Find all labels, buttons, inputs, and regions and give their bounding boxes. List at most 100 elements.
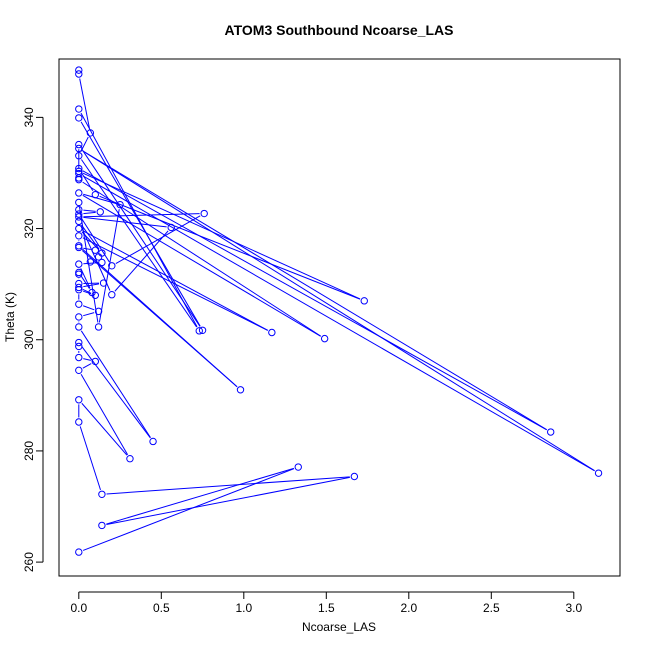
- data-point: [75, 70, 83, 78]
- series-line-segment: [81, 345, 151, 439]
- data-point: [94, 307, 103, 316]
- data-point: [75, 366, 83, 375]
- series-line-segment: [83, 247, 91, 250]
- data-point: [91, 291, 100, 299]
- data-point: [198, 326, 207, 334]
- series-line-segment: [82, 363, 92, 369]
- x-axis-label: Ncoarse_LAS: [302, 620, 376, 634]
- data-point: [75, 243, 83, 252]
- data-point: [350, 472, 359, 481]
- data-point: [126, 455, 134, 463]
- data-point: [75, 164, 83, 173]
- series-line-segment: [80, 374, 129, 455]
- data-point: [96, 208, 104, 216]
- data-point: [75, 300, 83, 308]
- data-point: [75, 418, 83, 426]
- data-point: [594, 469, 603, 477]
- data-point: [75, 342, 83, 351]
- series-line-segment: [83, 209, 96, 212]
- series-line-segment: [80, 159, 198, 328]
- y-tick-label: 320: [22, 218, 36, 238]
- data-point: [75, 217, 83, 226]
- series-line-segment: [81, 402, 128, 456]
- y-axis-label: Theta (K): [3, 292, 17, 342]
- series-line-segment: [98, 209, 120, 323]
- series-line-segment: [79, 426, 101, 491]
- data-point: [75, 313, 83, 321]
- series-line-segment: [80, 276, 90, 289]
- data-point: [99, 279, 108, 287]
- data-point: [91, 357, 100, 366]
- series-line-segment: [82, 468, 295, 551]
- data-point: [75, 152, 83, 160]
- series-line-segment: [82, 237, 268, 331]
- x-tick-label: 1.0: [235, 601, 252, 615]
- data-point: [98, 490, 106, 498]
- series-line-segment: [83, 213, 200, 218]
- data-point: [75, 140, 83, 149]
- data-point: [75, 270, 83, 278]
- data-point: [75, 66, 83, 74]
- series-layer: [75, 66, 603, 556]
- data-point: [91, 246, 100, 254]
- data-point: [167, 223, 175, 232]
- series-line-segment: [106, 467, 294, 525]
- data-point: [75, 260, 83, 268]
- data-point: [320, 334, 329, 343]
- data-point: [75, 198, 83, 207]
- series-line-segment: [82, 150, 548, 431]
- plot-frame: [58, 58, 621, 577]
- data-point: [98, 521, 106, 530]
- series-line-segment: [82, 288, 92, 294]
- data-point: [268, 328, 276, 337]
- data-point: [75, 175, 83, 184]
- series-line-segment: [83, 283, 100, 288]
- data-point: [94, 323, 103, 331]
- series-line-segment: [106, 476, 350, 495]
- series-line-segment: [83, 312, 95, 317]
- series-line-segment: [106, 476, 350, 526]
- chart-title: ATOM3 Southbound Ncoarse_LAS: [225, 22, 454, 38]
- series-line-segment: [80, 112, 198, 328]
- series-line-segment: [83, 262, 98, 265]
- x-axis: 0.0 0.5 1.0 1.5 2.0 2.5 3.0: [70, 591, 582, 615]
- series-line-segment: [99, 195, 361, 300]
- data-point: [75, 286, 83, 294]
- data-point: [75, 205, 83, 214]
- series-line-segment: [82, 175, 595, 472]
- data-point: [195, 327, 203, 335]
- series-line-segment: [81, 250, 238, 388]
- series-line-segment: [80, 330, 151, 438]
- x-tick-label: 2.5: [483, 601, 500, 615]
- data-point: [149, 437, 157, 446]
- y-tick-label: 340: [22, 107, 36, 127]
- data-point: [236, 386, 245, 394]
- data-point: [75, 323, 83, 331]
- series-line-segment: [81, 224, 100, 250]
- data-point: [98, 258, 106, 267]
- data-point: [75, 144, 83, 153]
- x-tick-label: 1.5: [318, 601, 335, 615]
- series-line-segment: [80, 148, 201, 327]
- series-line-segment: [114, 230, 169, 292]
- series-line-segment: [82, 172, 361, 300]
- data-point: [116, 200, 124, 209]
- x-tick-label: 3.0: [565, 601, 582, 615]
- y-axis: 260 280 300 320 340: [22, 107, 44, 572]
- series-line-segment: [82, 150, 595, 472]
- data-point: [94, 253, 103, 261]
- series-line-segment: [82, 305, 95, 311]
- y-tick-label: 300: [22, 329, 36, 349]
- data-point: [86, 129, 95, 137]
- series-line-segment: [82, 170, 547, 431]
- data-point: [75, 114, 83, 122]
- series-line-segment: [83, 193, 116, 204]
- data-point: [75, 396, 83, 404]
- x-tick-label: 2.0: [400, 601, 417, 615]
- data-point: [108, 291, 116, 299]
- data-point: [75, 189, 83, 197]
- data-point: [75, 338, 83, 347]
- data-point: [547, 428, 555, 436]
- data-point: [75, 213, 83, 221]
- data-point: [360, 297, 368, 305]
